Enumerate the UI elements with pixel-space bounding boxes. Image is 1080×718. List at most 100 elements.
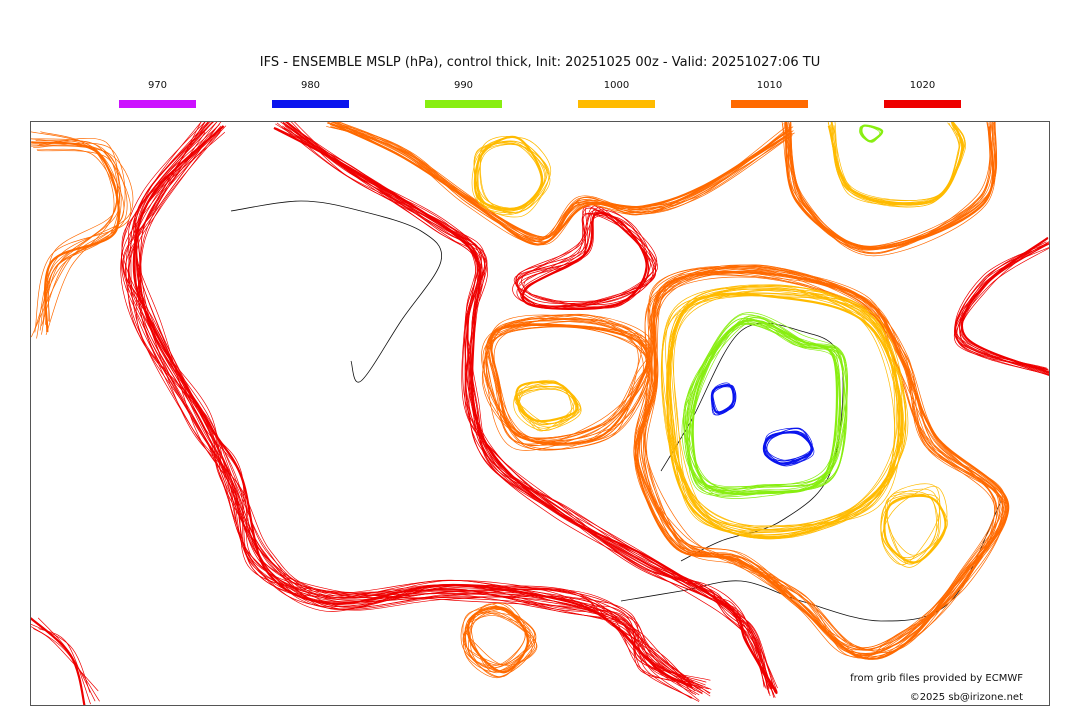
isobar-1020	[26, 623, 100, 702]
isobar-1010	[471, 610, 537, 674]
isobar-1010	[22, 145, 134, 339]
isobar-1020	[287, 125, 775, 695]
isobar-bundle-980-east	[762, 427, 815, 467]
isobar-1020	[138, 125, 694, 689]
chart-title: IFS - ENSEMBLE MSLP (hPa), control thick…	[259, 55, 821, 70]
isobar-1000	[667, 285, 907, 532]
isobar-1010	[329, 117, 790, 240]
isobar-1010	[643, 270, 996, 658]
isobar-bundle-1010-nw	[21, 130, 134, 339]
isobar-bundle-1010-atlantic	[481, 313, 654, 451]
legend-swatch	[884, 100, 961, 108]
isobar-1020	[123, 113, 693, 698]
isobar-1010	[488, 317, 648, 445]
isobar-bundle-1020-atlantic	[273, 114, 778, 698]
isobar-1020	[285, 120, 767, 689]
isobar-1010	[646, 267, 1003, 654]
isobar-1020	[277, 118, 771, 690]
isobar-1020	[959, 241, 1049, 370]
isobar-bundle-1010-north	[326, 117, 795, 246]
isobar-1020	[960, 243, 1048, 371]
isobar-1010	[482, 323, 652, 439]
map-panel	[21, 110, 1056, 711]
isobar-1010	[787, 120, 998, 248]
isobar-1010	[634, 273, 1005, 653]
isobar-1010	[639, 264, 996, 656]
isobar-1010	[788, 122, 998, 250]
isobar-1000	[886, 488, 941, 565]
legend-label: 1020	[909, 80, 936, 91]
isobar-1010	[464, 611, 531, 678]
isobar-1010	[493, 313, 650, 446]
legend-item-1000: 1000	[578, 80, 655, 108]
isobar-1020	[283, 127, 776, 698]
isobar-1020	[22, 620, 91, 693]
isobar-1000	[514, 382, 572, 424]
legend-item-1010: 1010	[731, 80, 808, 108]
isobar-1000	[514, 386, 579, 425]
isobar-1020	[120, 126, 696, 692]
isobar-bundle-1020-sw	[22, 611, 100, 711]
copyright: ©2025 sb@irizone.net	[909, 692, 1023, 703]
isobar-bundle-990-ne	[859, 124, 884, 143]
isobar-1020	[127, 111, 704, 693]
isobar-1020	[286, 116, 778, 692]
isobar-1000	[479, 141, 542, 211]
isobar-1000	[518, 381, 577, 432]
isobar-1010	[486, 319, 651, 451]
isobar-bundle-990	[681, 312, 848, 499]
isobar-1010	[21, 137, 119, 326]
legend-swatch	[731, 100, 808, 108]
legend-label: 970	[147, 80, 168, 91]
isobar-1010	[640, 266, 1004, 651]
isobar-bundle-1020-east	[954, 236, 1056, 378]
legend-label: 1010	[756, 80, 783, 91]
isobar-1020	[135, 111, 698, 690]
isobar-1010	[788, 122, 992, 255]
isobar-1000	[513, 385, 582, 431]
isobar-1010	[781, 120, 996, 250]
legend-label: 990	[453, 80, 474, 91]
isobar-1000	[660, 294, 899, 531]
isobar-1020	[522, 206, 656, 308]
isobar-980	[711, 384, 736, 412]
isobar-1020	[515, 211, 658, 307]
isobar-1010	[489, 323, 649, 445]
isobar-980	[763, 428, 812, 467]
isobar-1020	[956, 242, 1056, 377]
isobar-1010	[38, 142, 118, 335]
isobar-bundle-1000-atlantic	[513, 379, 582, 432]
legend-swatch	[272, 100, 349, 108]
isobar-1010	[639, 267, 999, 660]
isobar-bundle-1000-ne	[827, 117, 966, 208]
isobar-980	[710, 385, 734, 416]
isobar-bundle-1010-ne	[781, 116, 998, 257]
isobar-1000	[669, 288, 899, 535]
isobar-1020	[285, 121, 775, 695]
isobar-1010	[468, 602, 526, 667]
isobar-1010	[327, 122, 794, 243]
isobar-1020	[513, 204, 656, 302]
isobar-1000	[471, 141, 550, 213]
legend-item-1020: 1020	[884, 80, 961, 108]
isobar-1010	[486, 318, 650, 444]
isobar-1020	[137, 131, 706, 686]
legend-item-970: 970	[119, 80, 196, 108]
isobar-1020	[955, 244, 1053, 375]
isobar-990	[688, 323, 842, 492]
legend-item-980: 980	[272, 80, 349, 108]
isobar-1010	[333, 121, 789, 239]
coastline-greenland	[230, 200, 443, 383]
isobar-1010	[788, 120, 994, 250]
isobar-bundle-1000-north	[471, 135, 552, 218]
isobar-1000	[880, 493, 941, 566]
isobar-bundle-980-west	[710, 382, 737, 416]
isobar-1010	[637, 270, 1003, 651]
legend-swatch	[578, 100, 655, 108]
isobar-1000	[880, 483, 941, 565]
isobar-1010	[34, 140, 132, 333]
isobar-bundle-1000-east	[880, 483, 948, 568]
isobar-990	[684, 319, 848, 491]
isobar-1020	[37, 617, 96, 702]
isobar-1010	[26, 130, 120, 322]
